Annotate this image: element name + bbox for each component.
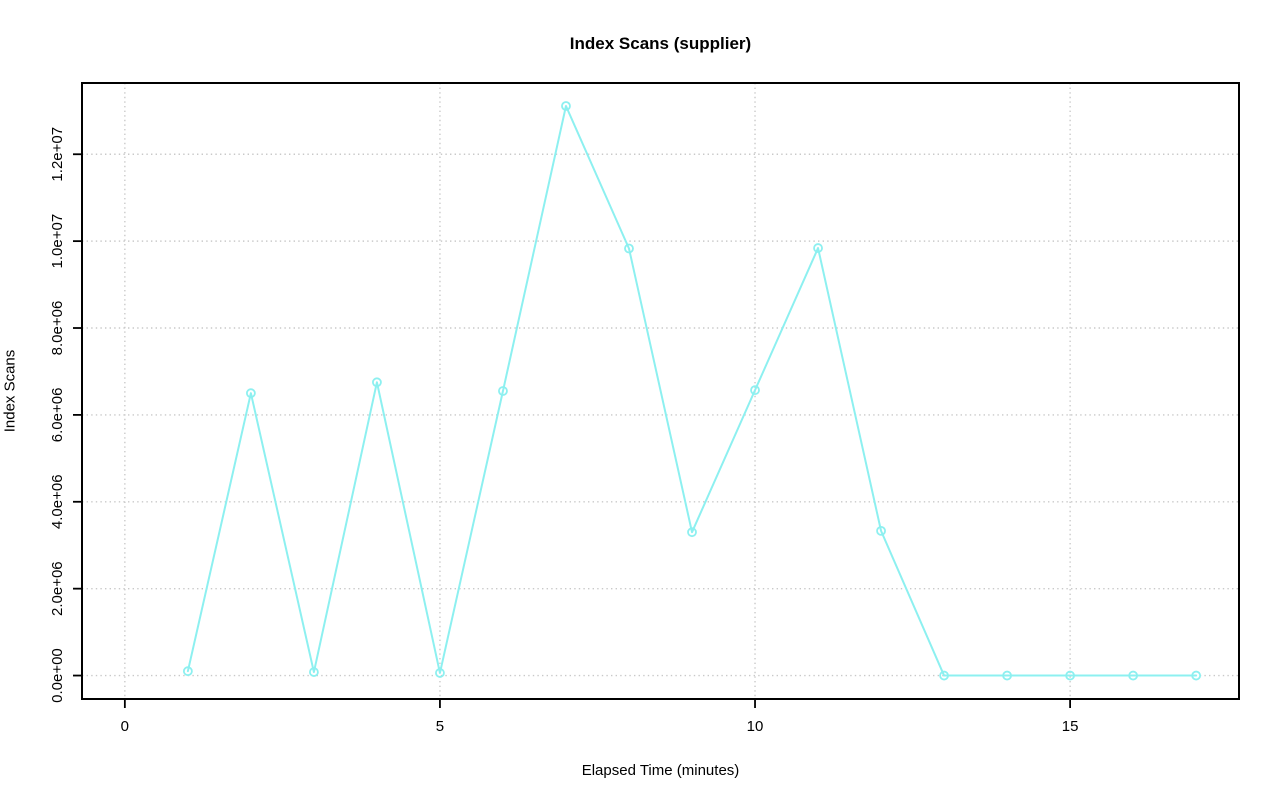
data-point-marker	[182, 666, 193, 677]
data-point-marker	[561, 101, 571, 111]
data-point-marker	[750, 385, 760, 396]
data-point-marker	[435, 668, 445, 678]
data-point-marker	[624, 243, 634, 254]
x-tick-label: 10	[747, 718, 764, 735]
y-tick-label: 8.0e+06	[49, 301, 66, 356]
y-tick-label: 2.0e+06	[49, 561, 66, 616]
data-point-marker	[687, 527, 697, 538]
y-tick-label: 1.2e+07	[49, 127, 66, 182]
data-point-marker	[1191, 670, 1202, 681]
data-point-marker	[1128, 670, 1139, 681]
data-point-marker	[939, 670, 949, 681]
series-line	[186, 105, 1198, 677]
chart-title: Index Scans (supplier)	[569, 34, 752, 53]
x-tick-label: 0	[121, 718, 129, 735]
data-point-marker	[309, 667, 319, 677]
data-point-marker	[1065, 670, 1076, 681]
data-point-marker	[245, 388, 256, 399]
data-point-marker	[498, 386, 508, 396]
x-axis-title: Elapsed Time (minutes)	[581, 762, 740, 779]
y-tick-label: 1.0e+07	[49, 214, 66, 269]
plot-box	[81, 82, 1240, 700]
data-point-marker	[813, 243, 823, 253]
y-tick-label: 4.0e+06	[49, 474, 66, 529]
y-tick-label: 6.0e+06	[49, 388, 66, 443]
data-point-marker	[1002, 670, 1012, 681]
x-tick-label: 15	[1062, 718, 1079, 735]
y-axis-title: Index Scans	[1, 349, 19, 433]
y-tick-label: 0.0e+00	[49, 648, 66, 703]
data-point-marker	[372, 377, 382, 388]
data-point-marker	[876, 525, 886, 536]
x-tick-label: 5	[436, 718, 444, 735]
